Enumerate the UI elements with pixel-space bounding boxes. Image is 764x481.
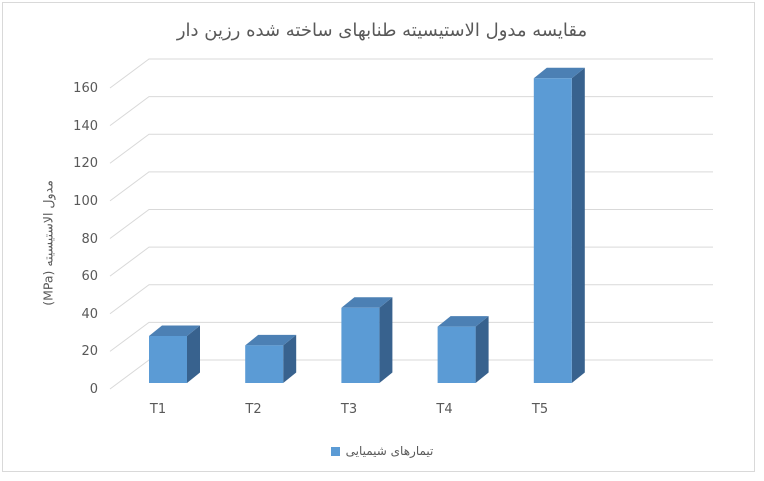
bar-front-face (533, 78, 572, 384)
category-label: T3 (340, 402, 358, 417)
gridline (109, 246, 713, 277)
gridline (109, 58, 713, 89)
bar-side-face (379, 297, 393, 383)
bar-side-face (571, 67, 585, 384)
category-label: T1 (149, 402, 167, 417)
bar-side-face (283, 334, 297, 383)
bar-front-face (437, 326, 476, 383)
bar-front-face (245, 345, 284, 383)
y-tick-label: 140 (73, 118, 98, 134)
bar-top-face (437, 316, 489, 327)
y-tick-label: 120 (73, 156, 98, 172)
category-label: T2 (245, 402, 262, 417)
bar-top-face (149, 325, 200, 336)
chart-title: مقایسه مدول الاستیسیته طنابهای ساخته شده… (176, 20, 588, 41)
gridline (109, 171, 713, 202)
legend-label: تیمارهای شیمیایی (345, 444, 434, 458)
gridline (109, 321, 713, 352)
chart-border (2, 2, 755, 472)
bar-side-face (187, 325, 200, 383)
bar-T1 (149, 325, 200, 383)
gridline (109, 209, 713, 239)
y-tick-label: 60 (81, 269, 98, 285)
bar-T4 (437, 316, 489, 383)
y-tick-label: 160 (73, 81, 98, 96)
bar-front-face (149, 335, 187, 383)
y-tick-label: 100 (73, 193, 98, 209)
bar-top-face (533, 67, 585, 79)
y-tick-label: 80 (81, 231, 98, 247)
bar-T3 (341, 297, 393, 383)
bar-front-face (341, 307, 380, 383)
y-tick-label: 0 (89, 382, 98, 397)
bar-T2 (245, 334, 297, 383)
legend: تیمارهای شیمیایی (0, 444, 764, 458)
gridline (109, 96, 713, 127)
bar-top-face (245, 334, 297, 346)
gridline (109, 359, 713, 390)
bar-T5 (533, 67, 585, 384)
category-label: T4 (436, 402, 453, 417)
y-tick-label: 40 (81, 306, 98, 322)
legend-swatch-icon (330, 446, 340, 456)
gridline (109, 133, 713, 164)
gridline (109, 284, 713, 315)
bar-top-face (341, 297, 393, 308)
bar-side-face (475, 316, 489, 383)
category-label: T5 (531, 402, 549, 417)
y-tick-label: 20 (81, 344, 98, 360)
